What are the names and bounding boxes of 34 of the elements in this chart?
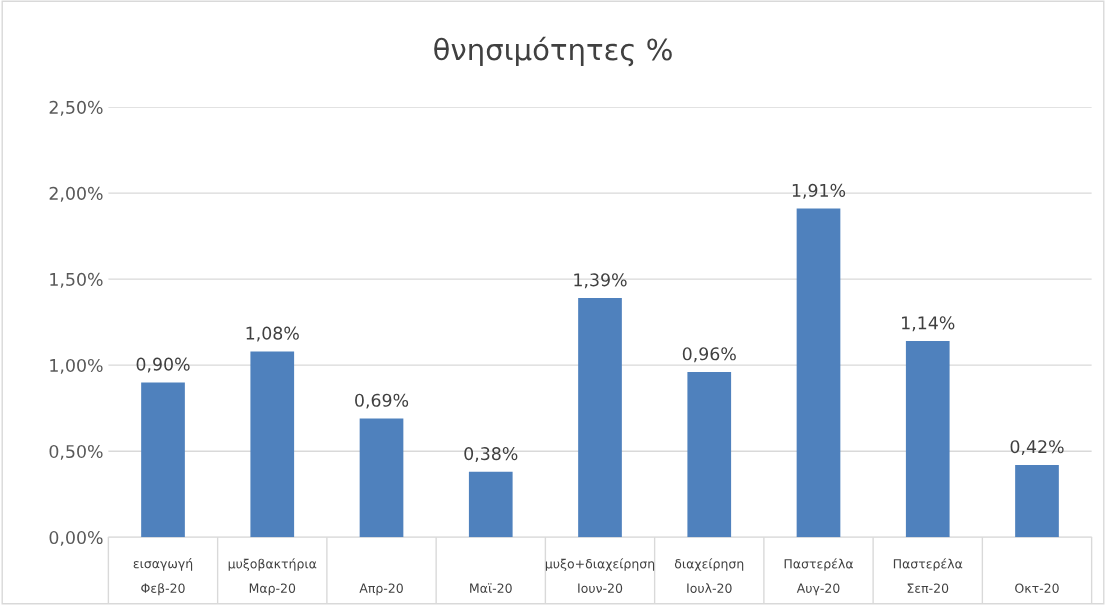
bar	[359, 418, 404, 538]
data-label: 1,91%	[792, 183, 846, 199]
x-tick-label: Μαϊ-20	[470, 583, 512, 593]
data-label: 0,38%	[464, 447, 518, 462]
x-tick-label: Οκτ-20	[1015, 583, 1059, 593]
x-tick-label: εισαγωγή Φεβ-20	[133, 558, 193, 596]
data-label: 1,39%	[574, 273, 627, 289]
bar	[1015, 464, 1059, 538]
bar	[687, 372, 732, 538]
data-label: 1,14%	[902, 316, 955, 332]
y-tick-label: 1,00%	[50, 358, 103, 374]
x-tick-label: μυξοβακτήρια Μαρ-20	[228, 558, 317, 596]
data-label: 0,90%	[136, 357, 190, 373]
x-tick-label: Παστερέλα Αυγ-20	[784, 558, 853, 596]
data-label: 1,08%	[246, 326, 299, 342]
x-tick-label: Παστερέλα Σεπ-20	[893, 558, 963, 593]
y-tick-label: 1,50%	[50, 272, 103, 288]
data-label: 0,42%	[1010, 440, 1064, 456]
y-tick-label: 0,50%	[49, 444, 103, 460]
bar	[141, 382, 185, 538]
data-label: 0,69%	[355, 393, 409, 409]
x-tick-label: διαχείρηση Ιουλ-20	[674, 558, 744, 593]
y-tick-label: 2,50%	[49, 100, 103, 116]
bar	[578, 298, 622, 538]
bar	[250, 351, 295, 538]
bar	[905, 341, 950, 538]
y-tick-label: 2,00%	[49, 186, 103, 202]
chart-title: θνησιμότητες %	[434, 36, 672, 67]
bar	[796, 208, 841, 538]
y-tick-label: 0,00%	[49, 530, 103, 546]
data-label: 0,96%	[682, 347, 736, 363]
bar	[468, 471, 513, 538]
x-tick-label: Απρ-20	[359, 583, 403, 596]
x-tick-label: μυξο+διαχείρηση Ιουν-20	[545, 558, 655, 593]
